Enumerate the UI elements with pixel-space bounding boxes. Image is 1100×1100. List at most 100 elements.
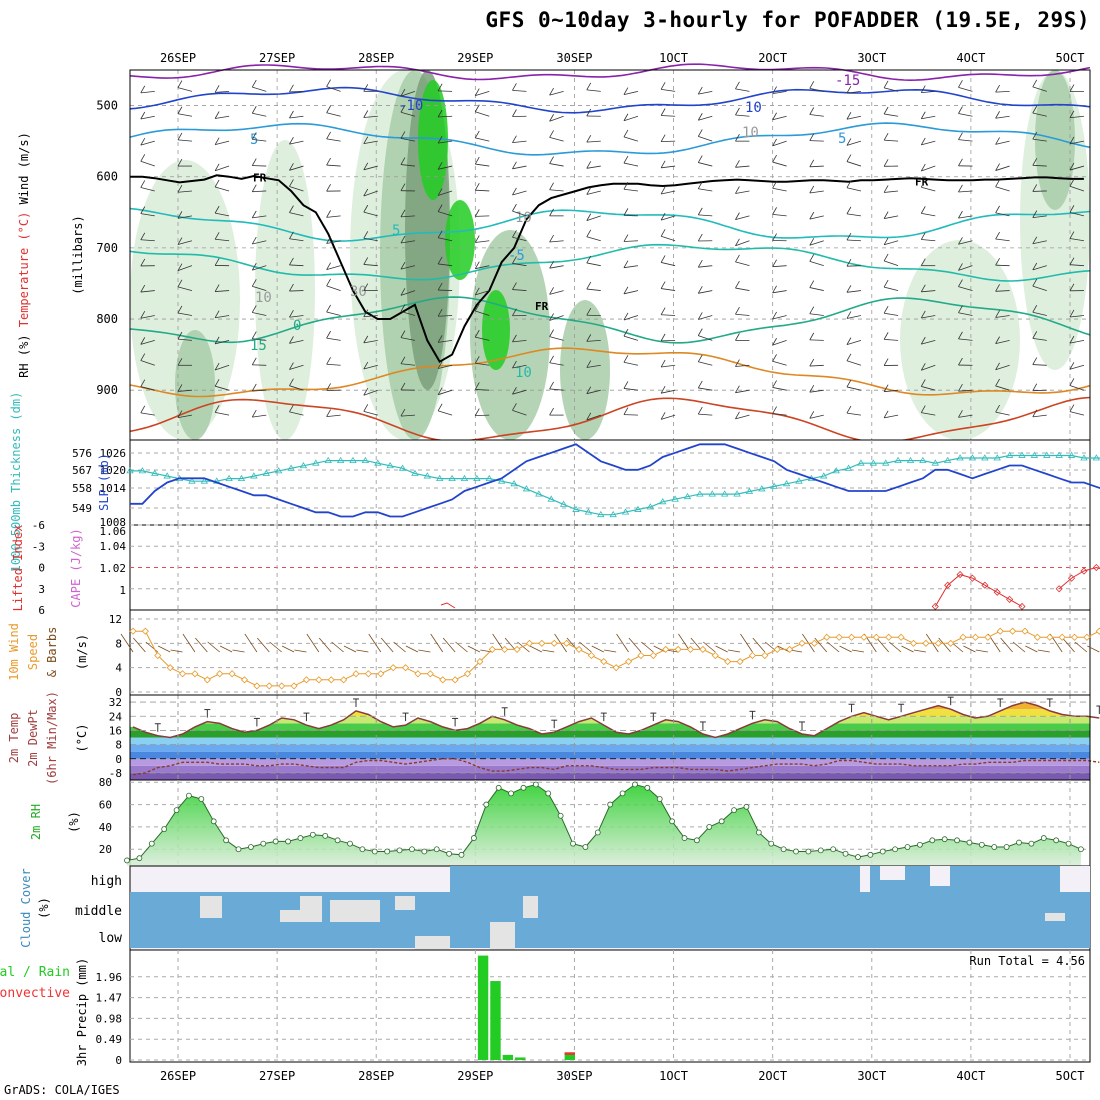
wind-barb [1069, 110, 1075, 118]
wind-barb [1032, 190, 1047, 192]
cloud-level-label: high [91, 874, 122, 889]
wind-barb [623, 265, 639, 269]
wind-barb [883, 132, 889, 141]
rh-marker [297, 835, 304, 841]
precip-bar [502, 1054, 514, 1060]
wind-barb [846, 353, 852, 361]
cloud-gap [415, 936, 450, 950]
wind-barb [884, 215, 899, 220]
temperature-axis-label-line: (6hr Min/Max) [45, 691, 59, 785]
rh-marker [669, 818, 676, 825]
wind-barb [1069, 335, 1075, 344]
wind-barb [623, 414, 638, 416]
wind-speed-marker [389, 664, 397, 672]
rh-marker [991, 844, 998, 850]
wind-barb [958, 113, 973, 117]
wind-barb [921, 239, 936, 242]
wind-barb [326, 131, 331, 140]
wind-barb [586, 108, 592, 117]
wind-barb [698, 387, 713, 391]
wind-barb [846, 315, 862, 319]
rh-marker [532, 781, 539, 788]
cloud-clear [1060, 866, 1090, 892]
wind-barb [752, 637, 766, 653]
wind-barb [177, 215, 193, 219]
wind-barb [1069, 378, 1075, 386]
wind-barb [883, 260, 899, 267]
contour-label: 10 [255, 290, 272, 306]
top-date-label: 26SEP [160, 51, 196, 65]
lifted-index-line [934, 574, 1023, 607]
wind-tick-label: 8 [115, 637, 122, 650]
wind-barb [326, 184, 331, 192]
slp-axis-label: SLP (mb) [97, 453, 111, 511]
bottom-date-label: 29SEP [457, 1069, 493, 1083]
wind-barb [1069, 362, 1075, 370]
wind-barb [958, 383, 963, 392]
wind-speed-marker [600, 658, 608, 666]
top-date-label: 28SEP [358, 51, 394, 65]
wind-barb [772, 285, 777, 294]
thickness-marker [274, 467, 283, 474]
wind-barb [400, 209, 406, 218]
wind-barb [661, 190, 676, 195]
wind-barb [846, 90, 861, 94]
thickness-tick-label: 567 [72, 464, 92, 477]
cloud-gap [280, 910, 305, 922]
wind-barb [772, 311, 777, 320]
wind-barb [586, 89, 601, 92]
wind-barb [474, 183, 480, 191]
wind-barb [214, 258, 220, 266]
lifted-index-marker [931, 602, 939, 611]
precip-panel: 1.96 1.47 0.98 0.49 0 Run Total = 4.56 Total /… [0, 949, 1091, 1067]
isotherm [129, 63, 1091, 82]
wind-barb [474, 303, 480, 312]
wind-barb [549, 362, 564, 366]
wind-barb [363, 211, 378, 217]
rh-marker [966, 839, 973, 846]
wind-barb [215, 339, 230, 345]
wind-axis-label: 10m Wind Speed & Barbs [7, 623, 59, 681]
wind-barb [920, 336, 926, 345]
thickness-marker [1030, 451, 1039, 458]
wind-barb [437, 83, 443, 92]
wind-speed-marker [724, 658, 732, 666]
wind-barb [549, 156, 554, 164]
wind-speed-marker [674, 645, 682, 653]
wind-barb [1069, 364, 1085, 370]
wind-barb [958, 414, 973, 418]
wind-barb [1032, 210, 1038, 218]
wind-barb [623, 260, 629, 268]
wind-barb [549, 265, 564, 269]
rh-marker [384, 848, 391, 855]
lifted-cape-panel: -6 -3 0 3 6 1.06 1.04 1.02 1 Lifted Index CAPE (J/… [11, 519, 1100, 617]
wind-barb [177, 384, 183, 392]
cloud-clear [860, 866, 870, 892]
wind-barb [995, 212, 1010, 217]
thickness-marker [745, 487, 754, 494]
wind-barb [177, 106, 183, 114]
wind-barb [883, 159, 889, 167]
wind-barb [512, 364, 527, 369]
wind-barb [1069, 238, 1085, 242]
wind-barb [809, 114, 824, 117]
bottom-date-label: 4OCT [956, 1069, 985, 1083]
rh-marker [470, 835, 477, 841]
thickness-marker [522, 485, 531, 492]
wind-barb [512, 334, 517, 343]
wind-barb [251, 262, 257, 271]
wind-barb [958, 80, 963, 88]
thickness-marker [411, 469, 419, 476]
rh-shade [175, 330, 215, 440]
rh-marker [941, 836, 948, 843]
wind-barb [698, 290, 713, 294]
wind-barb [995, 336, 1000, 344]
wind-barb [921, 412, 936, 416]
wind-barb [958, 184, 963, 193]
rh-marker [706, 824, 713, 830]
wind-barb [549, 137, 564, 142]
wind-barb [363, 188, 369, 197]
wind-barb [809, 211, 815, 220]
temperature-band [130, 765, 1090, 773]
wind-speed-marker [711, 651, 719, 660]
